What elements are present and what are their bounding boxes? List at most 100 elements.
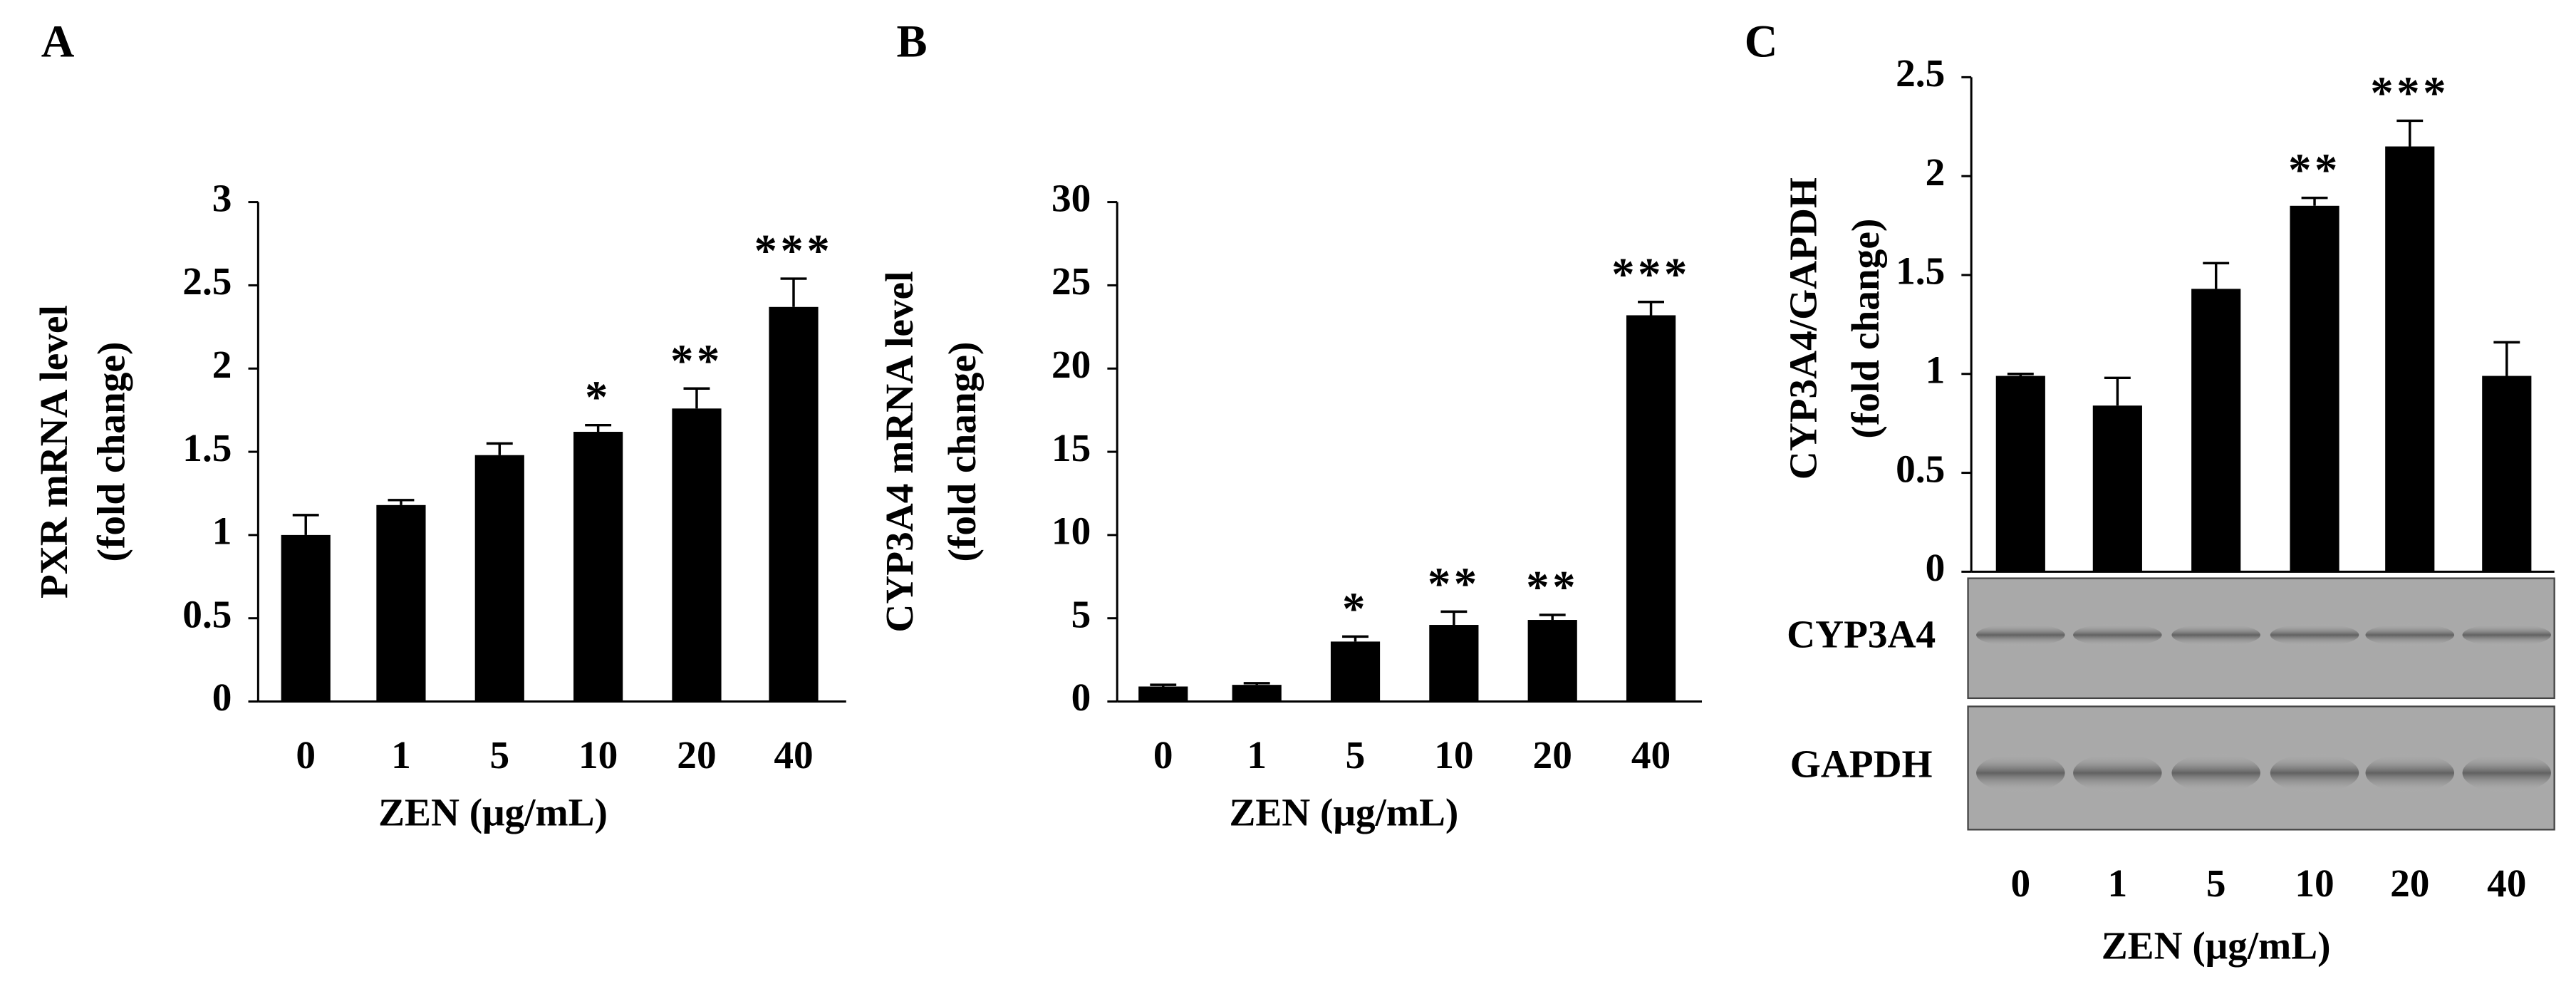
x-tick-label: 40 — [1631, 733, 1671, 777]
significance: ** — [1526, 561, 1579, 613]
error-bar — [585, 423, 612, 433]
blot-image — [1967, 705, 2555, 831]
blot-label: GAPDH — [1790, 742, 1933, 786]
x-tick-label: 20 — [2390, 861, 2429, 905]
y-tick-label: 0 — [1071, 675, 1091, 719]
bar — [2191, 289, 2241, 572]
x-tick-label: 0 — [1153, 733, 1173, 777]
y-tick-label: 2.5 — [1896, 51, 1945, 95]
significance: *** — [2370, 67, 2449, 118]
error-bar — [1539, 613, 1566, 621]
y-tick-label: 0 — [1926, 546, 1946, 589]
error-bar — [1243, 682, 1270, 685]
x-axis-label: ZEN (μg/mL) — [1229, 791, 1458, 834]
error-bar — [2301, 196, 2328, 206]
blot-band — [2462, 753, 2552, 793]
x-tick-label: 1 — [391, 733, 411, 777]
blot-band — [1976, 623, 2065, 647]
error-bar — [292, 514, 319, 535]
blot-band — [1976, 753, 2065, 793]
significance: * — [585, 371, 611, 423]
x-tick-label: 1 — [2108, 861, 2128, 905]
x-tick-label: 20 — [677, 733, 716, 777]
y-tick-label: 15 — [1051, 426, 1091, 470]
significance: *** — [1611, 248, 1690, 299]
y-tick-label: 0.5 — [182, 592, 232, 636]
bar — [2290, 205, 2339, 572]
y-tick-label: 10 — [1051, 509, 1091, 553]
error-bar — [780, 277, 807, 307]
x-tick-label: 10 — [2295, 861, 2334, 905]
error-bar — [388, 499, 415, 505]
bar — [1330, 641, 1381, 702]
bar — [281, 534, 331, 702]
bar — [474, 455, 524, 702]
panel-label: A — [41, 15, 75, 66]
x-tick-label: 5 — [489, 733, 509, 777]
bar — [2092, 405, 2142, 572]
blot-band — [2270, 623, 2359, 647]
x-tick-label: 5 — [2206, 861, 2226, 905]
blot-band — [2171, 623, 2260, 647]
bar — [1626, 315, 1676, 702]
x-axis-label: ZEN (μg/mL) — [378, 791, 608, 834]
error-bar — [2396, 119, 2424, 147]
error-bar — [1342, 635, 1368, 642]
y-tick-label: 2.5 — [182, 259, 232, 303]
x-tick-label: 0 — [296, 733, 316, 777]
bar — [376, 504, 426, 702]
x-tick-label: 5 — [1346, 733, 1366, 777]
significance: *** — [754, 225, 833, 276]
y-axis-label: (fold change) — [89, 342, 133, 562]
y-tick-label: 1.5 — [1896, 249, 1945, 293]
error-bar — [1150, 683, 1177, 687]
y-tick-label: 5 — [1071, 592, 1091, 636]
significance: ** — [1428, 558, 1480, 609]
error-bar — [1440, 610, 1468, 626]
x-tick-label: 10 — [1434, 733, 1473, 777]
y-axis-label: CYP3A4/GAPDH — [1781, 177, 1824, 480]
significance: ** — [670, 335, 723, 386]
x-tick-label: 40 — [774, 733, 813, 777]
blot-band — [2171, 753, 2260, 793]
y-axis-label: CYP3A4 mRNA level — [878, 271, 921, 633]
y-tick-label: 1 — [1926, 348, 1946, 391]
y-axis-label: (fold change) — [1844, 219, 1887, 439]
significance: * — [1342, 583, 1368, 634]
bar — [1232, 685, 1282, 702]
bar — [769, 306, 819, 702]
y-tick-label: 0 — [212, 675, 232, 719]
significance: ** — [2288, 144, 2341, 195]
error-bar — [683, 387, 710, 409]
x-tick-label: 20 — [1533, 733, 1572, 777]
y-tick-label: 2 — [212, 343, 232, 386]
error-bar — [486, 442, 513, 455]
blot-band — [2073, 623, 2162, 647]
y-tick-label: 1 — [212, 509, 232, 553]
x-tick-label: 0 — [2010, 861, 2030, 905]
y-tick-label: 1.5 — [182, 426, 232, 470]
blot-band — [2365, 623, 2455, 647]
y-tick-label: 3 — [212, 176, 232, 219]
y-tick-label: 0.5 — [1896, 447, 1945, 490]
blot-band — [2462, 623, 2552, 647]
bar — [2385, 146, 2435, 572]
error-bar — [2493, 341, 2520, 376]
y-tick-label: 25 — [1051, 259, 1091, 303]
x-tick-label: 40 — [2487, 861, 2526, 905]
bar — [573, 432, 623, 702]
x-axis-label: ZEN (μg/mL) — [2102, 923, 2331, 967]
y-axis-label: PXR mRNA level — [32, 305, 76, 599]
bar — [1429, 625, 1479, 702]
error-bar — [2104, 376, 2131, 406]
blot-band — [2365, 753, 2455, 793]
blot-image — [1967, 577, 2555, 700]
y-tick-label: 2 — [1926, 150, 1946, 194]
y-tick-label: 20 — [1051, 343, 1091, 386]
bar — [1138, 686, 1188, 702]
x-tick-label: 1 — [1247, 733, 1267, 777]
panel-label: C — [1745, 15, 1778, 66]
bar — [1527, 620, 1577, 702]
